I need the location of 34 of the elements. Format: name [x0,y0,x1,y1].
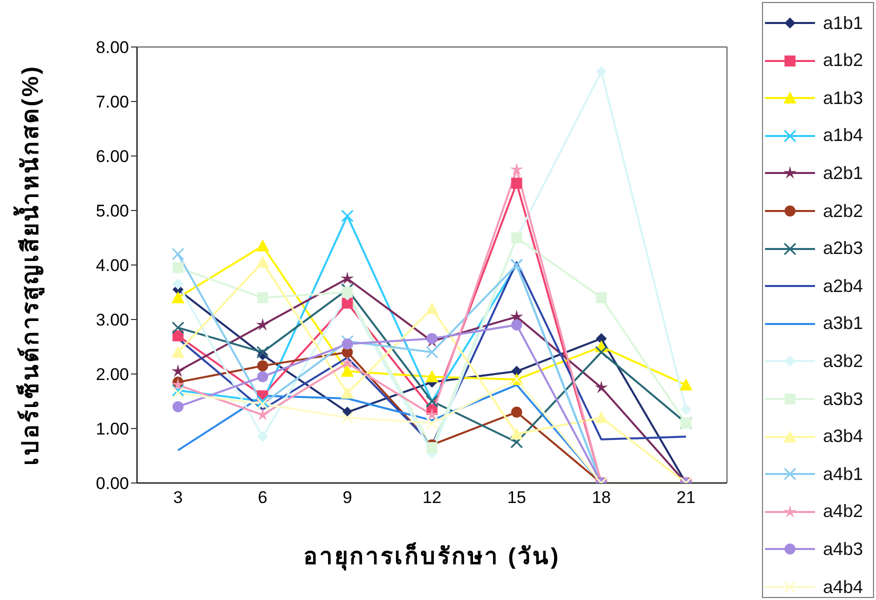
x-tick-label: 3 [173,488,183,508]
y-tick-label: 3.00 [96,310,129,330]
legend-label: a2b4 [823,276,864,297]
legend-label: a1b3 [823,88,864,109]
legend-label: a2b1 [823,162,864,184]
legend-label: a1b2 [823,50,864,72]
legend-label: a4b2 [823,501,864,522]
x-tick-label: 15 [507,488,526,508]
x-tick-label: 6 [258,488,268,508]
y-tick-label: 2.00 [96,365,129,384]
legend-label: a3b1 [823,313,864,334]
x-tick-label: 18 [592,488,611,508]
y-tick-label: 0.00 [96,474,129,494]
legend-label: a3b4 [823,426,864,448]
y-tick-label: 4.00 [96,256,129,276]
legend-label: a3b2 [823,350,864,372]
legend-label: a4b1 [823,464,864,485]
y-tick-label: 5.00 [96,202,129,221]
legend-label: a2b3 [823,238,864,260]
legend-label: a1b1 [823,12,864,34]
y-tick-label: 8.00 [96,38,129,58]
legend-label: a4b4 [823,576,864,598]
x-axis-title: อายุการเก็บรักษา (วัน) [304,541,560,571]
y-tick-label: 1.00 [96,420,129,439]
legend-label: a3b3 [823,388,864,410]
x-tick-label: 21 [676,488,696,508]
y-tick-label: 7.00 [96,92,129,112]
y-axis-title: เปอร์เซ็นต์การสูญเสียน้ำหนักสด(%) [13,64,46,466]
legend-label: a4b3 [823,538,864,560]
x-tick-label: 12 [422,488,442,508]
x-tick-label: 9 [342,488,352,508]
y-tick-label: 6.00 [96,147,129,166]
legend-label: a2b2 [823,200,864,222]
legend-label: a1b4 [823,125,864,146]
